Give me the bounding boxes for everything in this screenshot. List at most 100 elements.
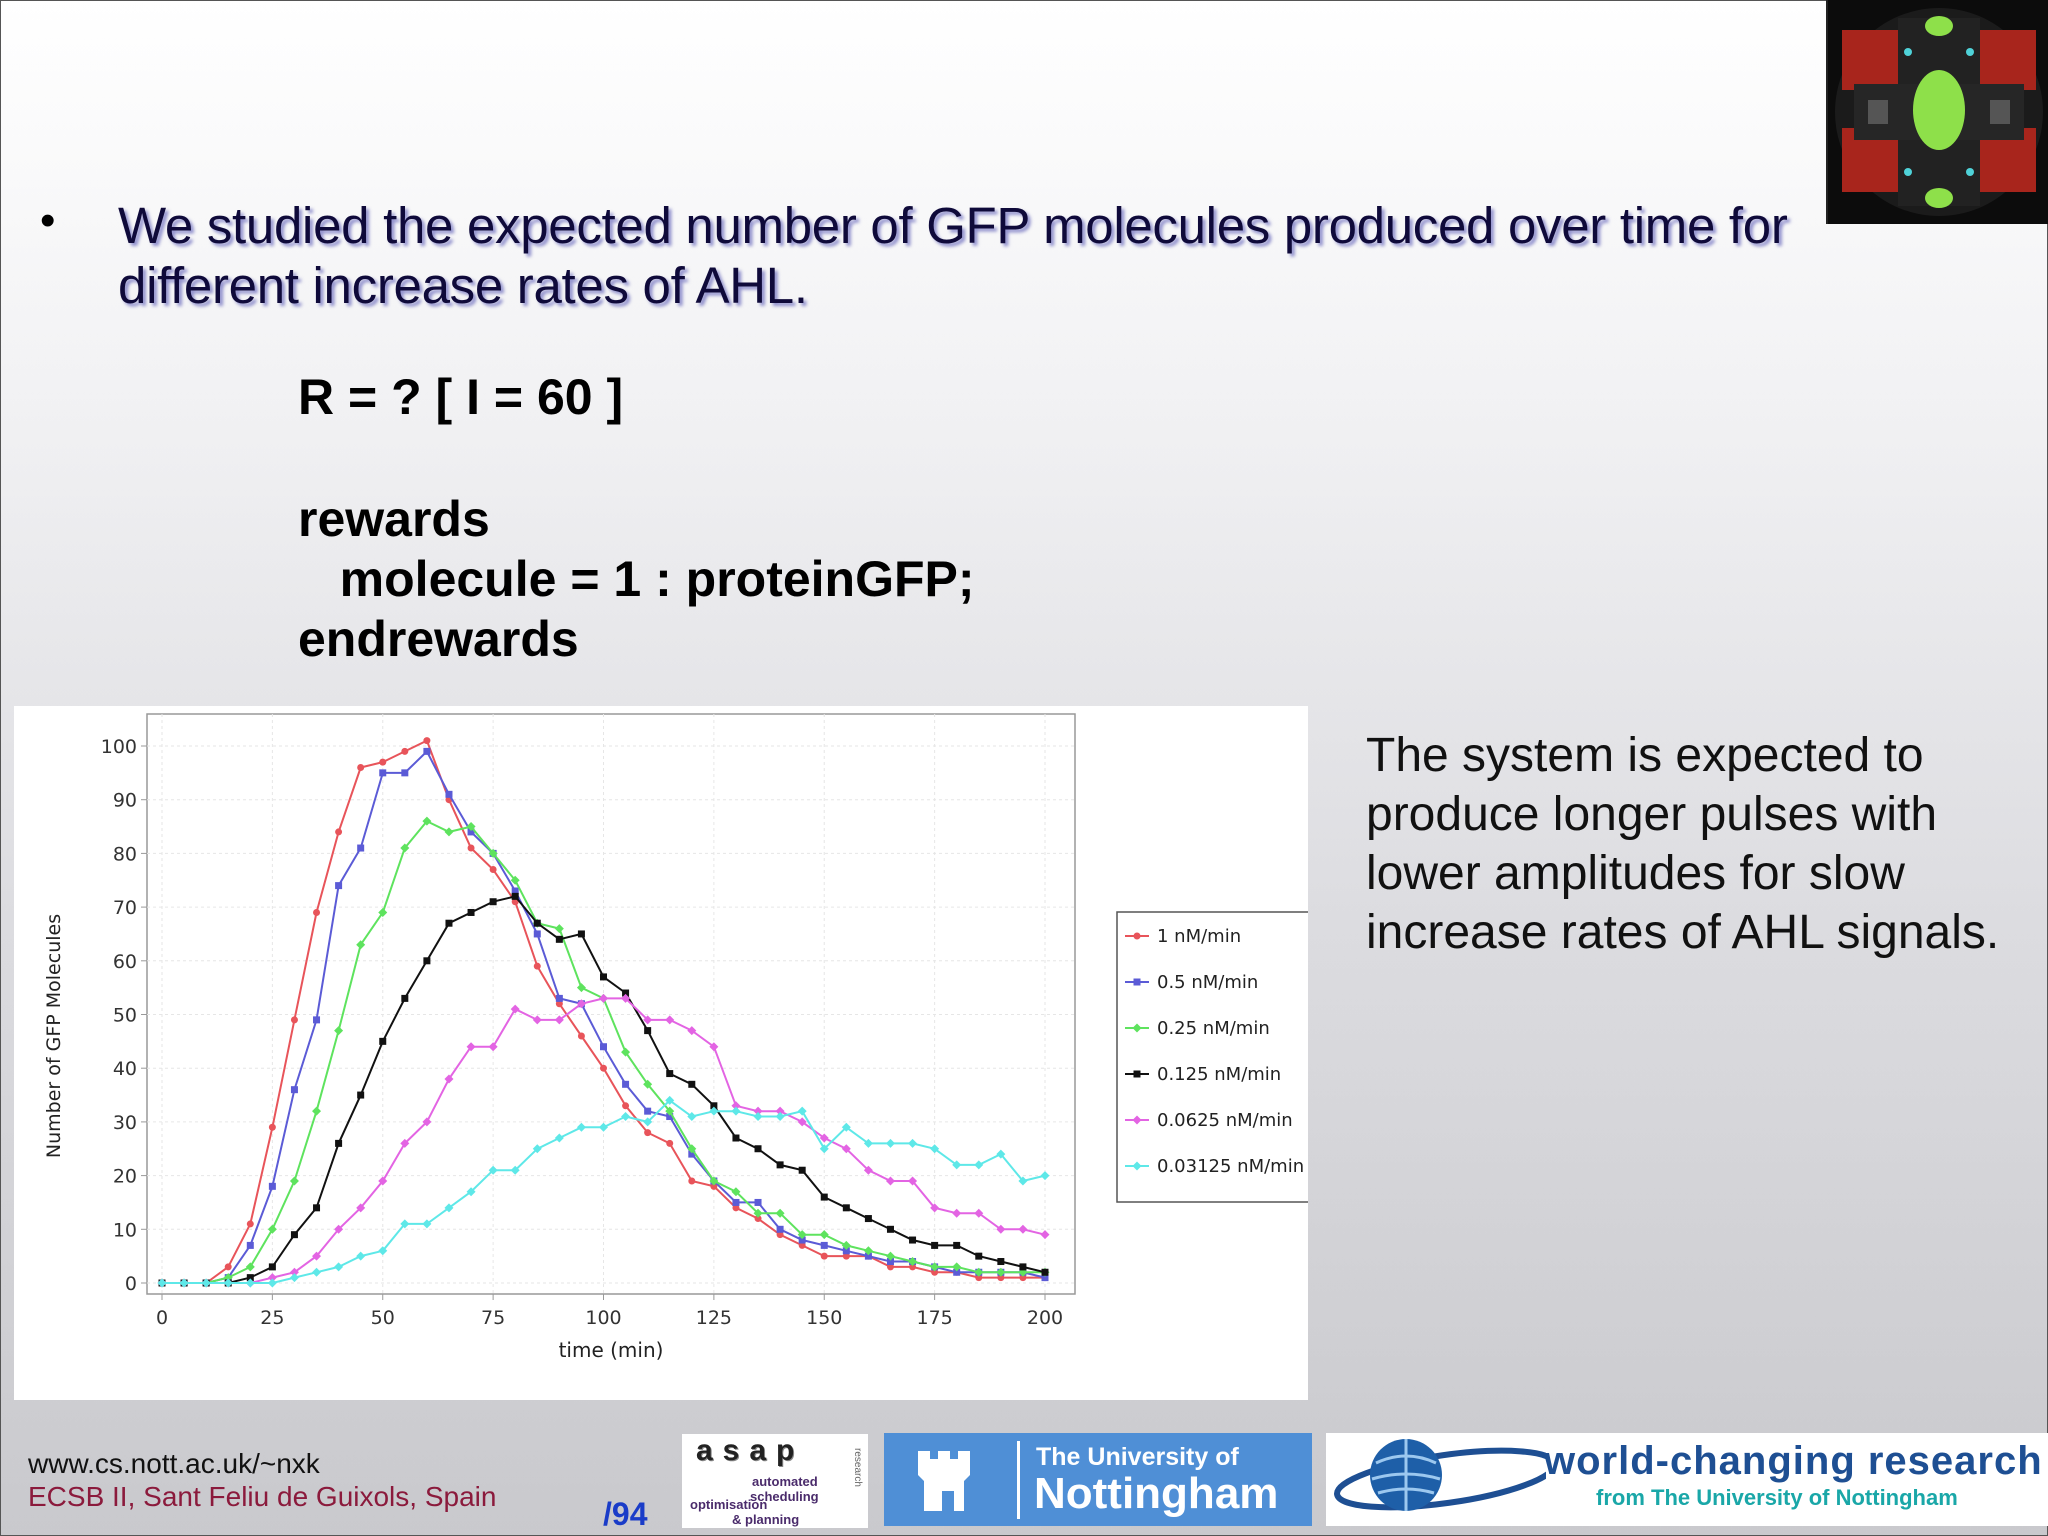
cell-pattern-image <box>1826 0 2048 224</box>
y-tick-label: 50 <box>113 1005 137 1027</box>
data-point <box>753 1106 763 1116</box>
data-point <box>356 1251 366 1261</box>
data-point <box>841 1144 851 1154</box>
data-point <box>996 1149 1006 1159</box>
data-point <box>246 1274 254 1282</box>
data-point <box>401 994 409 1002</box>
data-point <box>357 1091 365 1099</box>
data-point <box>621 993 631 1003</box>
data-point <box>622 1102 630 1110</box>
data-point <box>290 1086 298 1094</box>
data-point <box>731 1106 741 1116</box>
data-point <box>488 848 498 858</box>
data-point <box>622 1080 630 1088</box>
data-point <box>313 1016 321 1024</box>
data-point <box>246 1220 254 1228</box>
x-tick-label: 50 <box>371 1307 395 1329</box>
data-point <box>600 973 607 981</box>
data-point <box>289 1267 299 1277</box>
series-group <box>157 1095 1050 1288</box>
data-point <box>798 1241 806 1249</box>
y-axis-label: Number of GFP Molecules <box>43 914 65 1158</box>
legend-label: 0.125 nM/min <box>1157 1064 1281 1085</box>
data-point <box>554 1015 564 1025</box>
data-point <box>952 1262 962 1272</box>
data-point <box>488 1042 498 1052</box>
code-line-query: R = ? [ I = 60 ] <box>298 369 624 425</box>
data-point <box>732 1198 740 1206</box>
data-point <box>312 1106 322 1116</box>
data-point <box>444 827 454 837</box>
data-point <box>554 1133 564 1143</box>
data-point <box>688 1177 696 1185</box>
data-point <box>335 828 343 836</box>
data-point <box>952 1208 962 1218</box>
data-point <box>753 1208 763 1218</box>
data-point <box>666 1139 674 1147</box>
data-point <box>267 1278 277 1288</box>
data-point <box>1019 1263 1027 1271</box>
data-point <box>864 1215 872 1223</box>
data-point <box>555 1000 563 1008</box>
data-point <box>290 1016 298 1024</box>
data-point <box>666 1113 674 1121</box>
data-point <box>245 1262 255 1272</box>
data-point <box>312 1251 322 1261</box>
data-point <box>335 1139 343 1147</box>
data-point <box>842 1204 850 1212</box>
data-point <box>996 1267 1006 1277</box>
data-point <box>974 1160 984 1170</box>
y-tick-label: 60 <box>113 951 137 973</box>
data-point <box>819 1230 829 1240</box>
data-point <box>356 940 366 950</box>
data-point <box>885 1138 895 1148</box>
series-group <box>158 737 1049 1287</box>
data-point <box>577 1032 585 1040</box>
data-point <box>820 1252 828 1260</box>
data-point <box>688 1150 696 1158</box>
data-point <box>532 1144 542 1154</box>
data-point <box>1019 1274 1027 1282</box>
data-point <box>400 1219 410 1229</box>
x-tick-label: 150 <box>806 1307 842 1329</box>
data-point <box>224 1263 232 1271</box>
x-tick-label: 125 <box>696 1307 732 1329</box>
data-point <box>687 1144 697 1154</box>
asap-logo-line2: scheduling <box>750 1489 819 1504</box>
data-point <box>953 1268 961 1276</box>
data-point <box>445 919 453 927</box>
data-point <box>909 1236 917 1244</box>
data-point <box>466 1042 476 1052</box>
data-point <box>776 1161 784 1169</box>
data-point <box>290 1231 298 1239</box>
data-point <box>709 1042 719 1052</box>
data-point <box>334 1262 344 1272</box>
data-point <box>489 866 497 874</box>
data-point <box>268 1182 276 1190</box>
data-point <box>997 1274 1005 1282</box>
data-point <box>600 1043 607 1051</box>
data-point <box>510 1165 520 1175</box>
gfp-line-chart: 0 10 20 30 40 50 60 70 80 90 100 0 25 50 75 100 125 150 17… <box>43 713 1308 1362</box>
data-point <box>886 1225 894 1233</box>
x-tick-label: 175 <box>916 1307 952 1329</box>
code-line-endrewards: endrewards <box>298 611 579 667</box>
code-line-rewards: rewards <box>298 491 490 547</box>
data-point <box>643 1079 653 1089</box>
data-point <box>643 1015 653 1025</box>
data-point <box>709 1176 719 1186</box>
footer-conference: ECSB II, Sant Feliu de Guixols, Spain <box>28 1481 497 1512</box>
data-point <box>863 1138 873 1148</box>
data-point <box>576 983 586 993</box>
data-point <box>931 1241 939 1249</box>
data-point <box>400 1138 410 1148</box>
data-point <box>841 1122 851 1132</box>
world-changing-research-logo: world-changing research from The Univers… <box>1326 1433 2048 1526</box>
y-tick-label: 100 <box>101 736 137 758</box>
legend-swatch-marker <box>1133 932 1141 940</box>
legend-label: 0.0625 nM/min <box>1157 1110 1293 1131</box>
data-point <box>975 1252 983 1260</box>
data-point <box>467 844 475 852</box>
data-point <box>313 908 321 916</box>
data-point <box>533 962 541 970</box>
